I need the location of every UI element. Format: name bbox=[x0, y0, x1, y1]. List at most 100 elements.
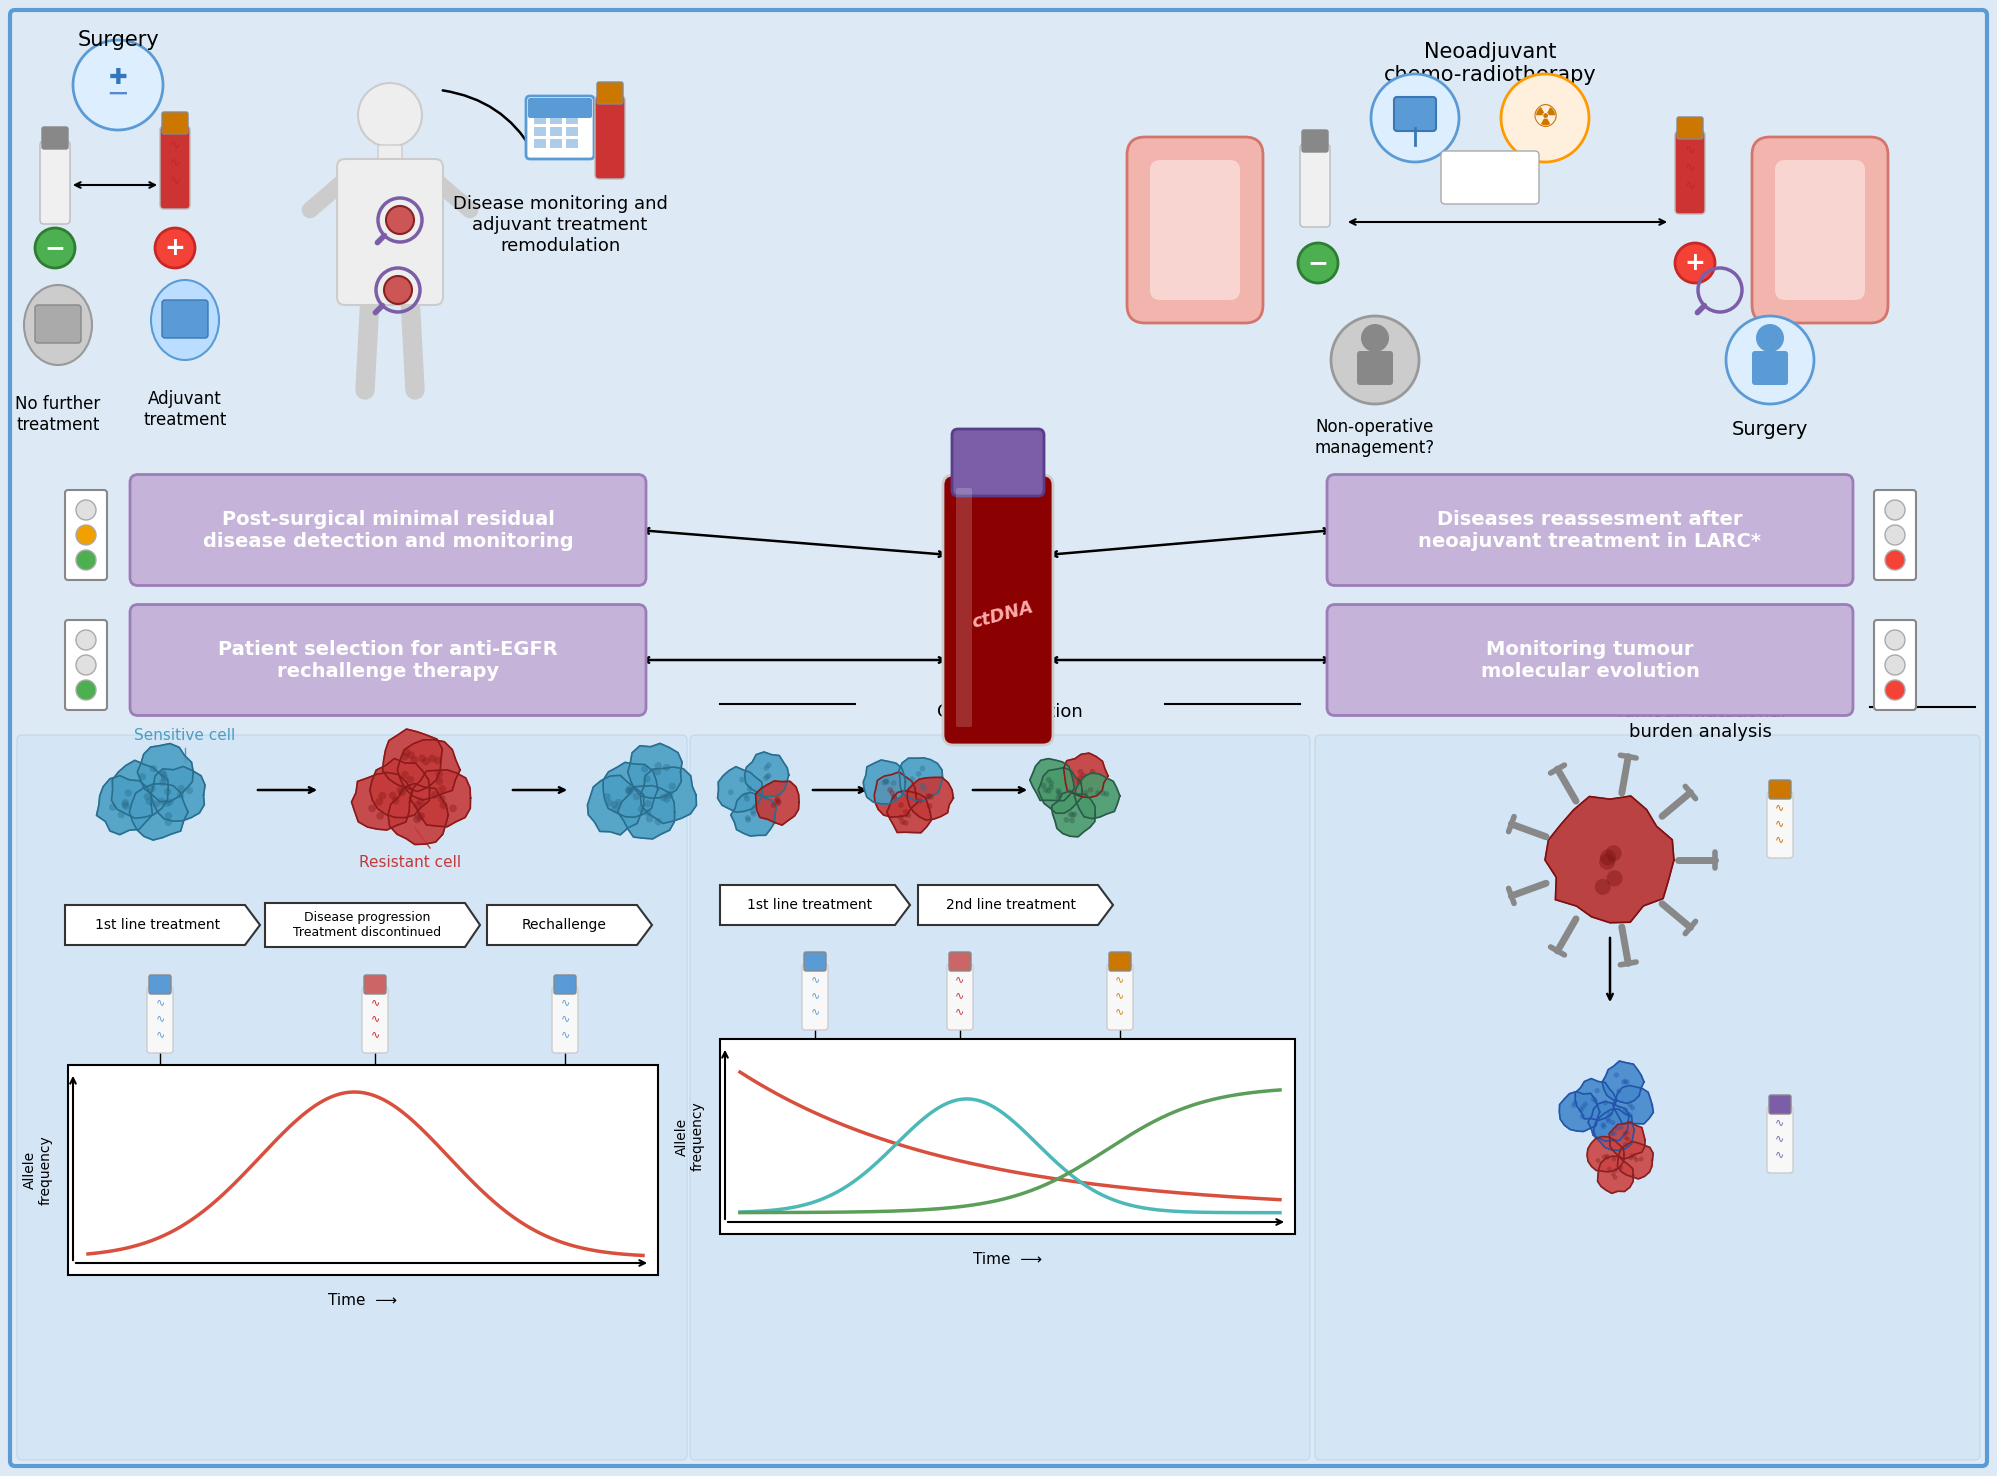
Text: No further
treatment: No further treatment bbox=[16, 396, 100, 434]
Circle shape bbox=[431, 791, 439, 799]
Circle shape bbox=[1614, 1168, 1618, 1172]
Circle shape bbox=[745, 818, 751, 822]
Polygon shape bbox=[603, 763, 657, 818]
Circle shape bbox=[401, 753, 409, 760]
FancyBboxPatch shape bbox=[549, 139, 561, 148]
Text: Resistant cell: Resistant cell bbox=[359, 855, 461, 869]
Circle shape bbox=[665, 791, 671, 799]
Text: ∿: ∿ bbox=[561, 1013, 569, 1023]
FancyBboxPatch shape bbox=[949, 952, 971, 971]
FancyBboxPatch shape bbox=[337, 159, 443, 306]
FancyBboxPatch shape bbox=[1126, 137, 1262, 323]
FancyBboxPatch shape bbox=[533, 127, 545, 136]
FancyBboxPatch shape bbox=[551, 987, 577, 1052]
FancyBboxPatch shape bbox=[1106, 964, 1132, 1030]
Text: ∿: ∿ bbox=[955, 1007, 965, 1015]
Circle shape bbox=[921, 787, 927, 791]
Text: ∿: ∿ bbox=[1114, 1007, 1124, 1015]
Circle shape bbox=[1885, 525, 1905, 545]
Circle shape bbox=[763, 765, 769, 770]
Circle shape bbox=[775, 799, 781, 804]
Circle shape bbox=[160, 769, 166, 776]
Circle shape bbox=[375, 799, 383, 806]
Polygon shape bbox=[1618, 1141, 1654, 1179]
Circle shape bbox=[1076, 779, 1082, 785]
Circle shape bbox=[1616, 1089, 1622, 1094]
Text: Clonal evolution
tracking: Clonal evolution tracking bbox=[937, 703, 1082, 741]
Circle shape bbox=[1606, 846, 1622, 862]
FancyBboxPatch shape bbox=[721, 1039, 1294, 1234]
Text: ∿: ∿ bbox=[156, 996, 164, 1007]
Circle shape bbox=[743, 793, 749, 799]
Circle shape bbox=[659, 794, 667, 801]
Circle shape bbox=[1634, 1157, 1640, 1162]
Circle shape bbox=[881, 779, 887, 785]
Text: ∿: ∿ bbox=[369, 1013, 379, 1023]
Polygon shape bbox=[731, 793, 777, 835]
Text: ∿: ∿ bbox=[1775, 1117, 1785, 1128]
Circle shape bbox=[1606, 871, 1624, 887]
Polygon shape bbox=[1610, 1122, 1646, 1159]
Circle shape bbox=[1054, 788, 1060, 794]
Circle shape bbox=[1624, 1079, 1630, 1085]
Circle shape bbox=[1885, 630, 1905, 649]
Circle shape bbox=[413, 815, 421, 824]
Circle shape bbox=[603, 793, 611, 800]
Text: ∿: ∿ bbox=[561, 996, 569, 1007]
Polygon shape bbox=[152, 766, 206, 821]
Circle shape bbox=[903, 821, 909, 825]
Circle shape bbox=[887, 787, 893, 793]
Circle shape bbox=[637, 806, 645, 813]
Circle shape bbox=[1042, 787, 1048, 793]
FancyBboxPatch shape bbox=[10, 10, 1987, 1466]
Text: Monitoring tumour
molecular evolution: Monitoring tumour molecular evolution bbox=[1480, 639, 1699, 680]
Circle shape bbox=[1100, 790, 1106, 796]
Text: ☢: ☢ bbox=[1532, 103, 1560, 133]
Circle shape bbox=[1626, 1137, 1630, 1141]
Circle shape bbox=[1606, 1116, 1612, 1122]
Polygon shape bbox=[1588, 1101, 1630, 1141]
FancyBboxPatch shape bbox=[803, 964, 829, 1030]
Circle shape bbox=[421, 757, 429, 765]
Circle shape bbox=[917, 770, 921, 776]
Circle shape bbox=[919, 766, 925, 772]
Circle shape bbox=[611, 804, 619, 812]
Polygon shape bbox=[1594, 1108, 1634, 1150]
Circle shape bbox=[753, 804, 757, 809]
Circle shape bbox=[1600, 853, 1616, 869]
Circle shape bbox=[739, 776, 745, 782]
Circle shape bbox=[403, 748, 411, 757]
Text: ∿: ∿ bbox=[811, 974, 819, 984]
Circle shape bbox=[146, 797, 152, 804]
Circle shape bbox=[643, 775, 651, 782]
Circle shape bbox=[1046, 776, 1052, 782]
FancyBboxPatch shape bbox=[361, 987, 387, 1052]
Circle shape bbox=[1048, 781, 1054, 787]
Circle shape bbox=[1610, 1131, 1616, 1137]
Circle shape bbox=[156, 227, 196, 269]
Text: +: + bbox=[164, 236, 186, 260]
Circle shape bbox=[1082, 790, 1088, 796]
Ellipse shape bbox=[152, 280, 220, 360]
Polygon shape bbox=[1614, 1085, 1654, 1123]
Polygon shape bbox=[641, 768, 697, 824]
Circle shape bbox=[407, 776, 415, 784]
Circle shape bbox=[1068, 818, 1074, 824]
Circle shape bbox=[76, 525, 96, 545]
Polygon shape bbox=[409, 770, 471, 827]
Circle shape bbox=[1616, 1126, 1620, 1131]
Circle shape bbox=[611, 801, 619, 809]
FancyBboxPatch shape bbox=[68, 1066, 657, 1275]
Circle shape bbox=[1594, 1098, 1598, 1104]
Circle shape bbox=[767, 773, 771, 778]
Circle shape bbox=[1602, 1100, 1608, 1106]
Circle shape bbox=[775, 799, 779, 803]
Circle shape bbox=[162, 775, 168, 782]
FancyBboxPatch shape bbox=[363, 976, 385, 993]
Circle shape bbox=[1608, 1111, 1612, 1117]
Circle shape bbox=[1606, 1119, 1612, 1123]
Text: ∿: ∿ bbox=[955, 974, 965, 984]
Circle shape bbox=[1362, 325, 1390, 351]
Polygon shape bbox=[1546, 796, 1673, 922]
Circle shape bbox=[1675, 244, 1715, 283]
